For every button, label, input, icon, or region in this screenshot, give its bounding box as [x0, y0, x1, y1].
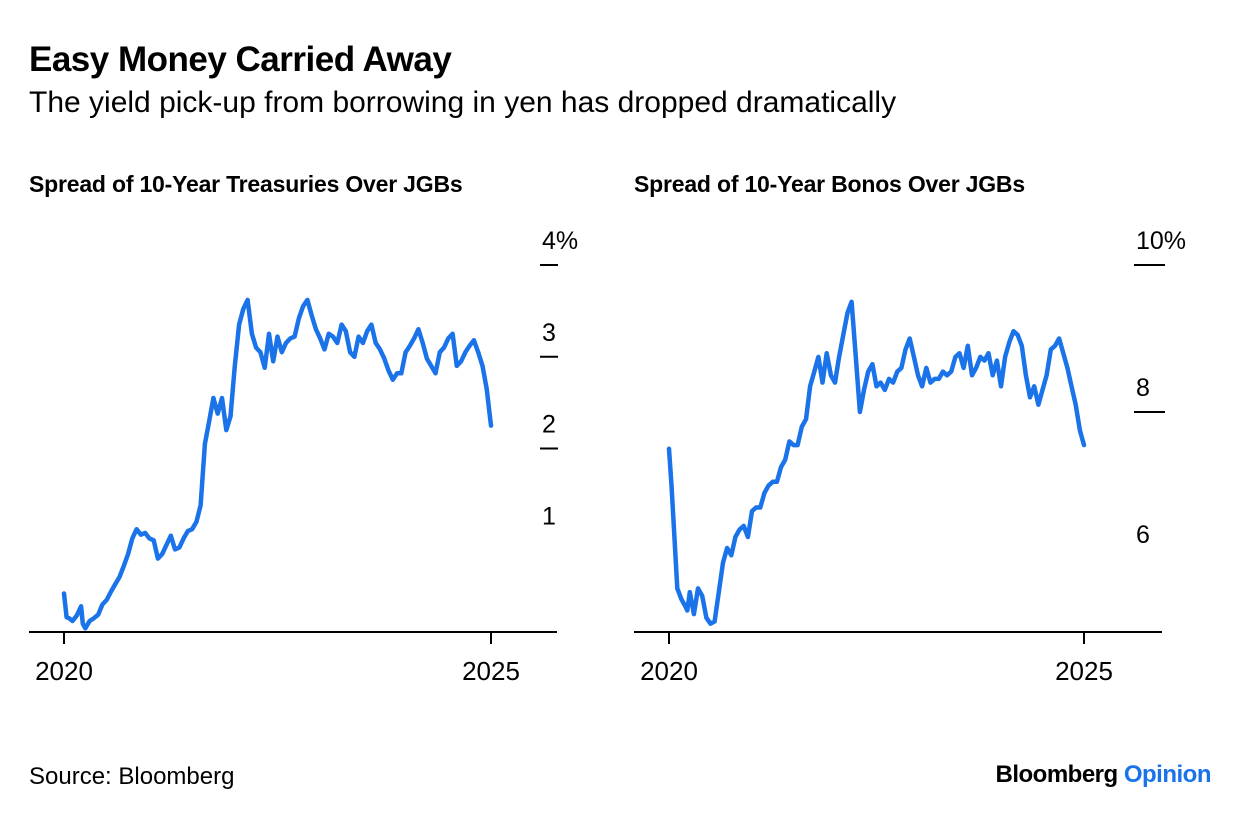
chart-subtitle: The yield pick-up from borrowing in yen … [29, 86, 897, 119]
left-series-line [61, 297, 494, 631]
left-y-tick-label: 1 [542, 502, 556, 530]
source-note: Source: Bloomberg [29, 763, 235, 790]
brand-logo: Bloomberg Opinion [996, 761, 1212, 789]
left-y-tick-label: 4% [542, 227, 578, 255]
right-x-tick-label: 2025 [1055, 656, 1113, 686]
left-panel-title: Spread of 10-Year Treasuries Over JGBs [29, 171, 463, 197]
chart-title: Easy Money Carried Away [29, 40, 452, 79]
left-x-tick-label: 2025 [462, 656, 520, 686]
right-panel-title: Spread of 10-Year Bonos Over JGBs [634, 171, 1025, 197]
left-x-tick-label: 2020 [35, 656, 93, 686]
brand-main: Bloomberg [995, 761, 1119, 788]
left-y-tick-label: 3 [542, 319, 556, 347]
right-y-tick-label: 10% [1136, 227, 1186, 255]
right-series-line [666, 299, 1087, 626]
left-y-tick-label: 2 [542, 411, 556, 439]
brand-accent: Opinion [1123, 761, 1212, 788]
right-y-tick-label: 6 [1136, 521, 1150, 549]
right-y-tick-label: 8 [1136, 374, 1150, 402]
right-x-tick-label: 2020 [640, 656, 698, 686]
